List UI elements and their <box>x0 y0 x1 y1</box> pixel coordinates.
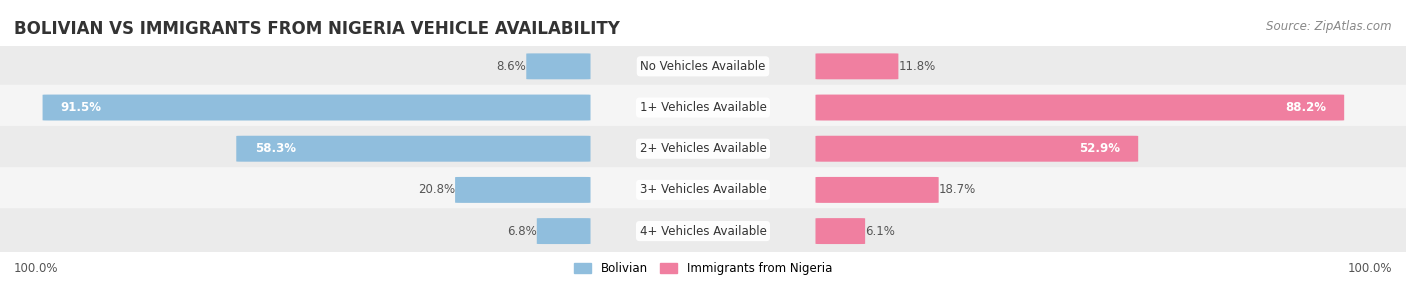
Text: 8.6%: 8.6% <box>496 60 526 73</box>
Text: 58.3%: 58.3% <box>254 142 295 155</box>
FancyBboxPatch shape <box>236 136 591 162</box>
Text: 91.5%: 91.5% <box>60 101 101 114</box>
Text: 100.0%: 100.0% <box>1347 262 1392 275</box>
FancyBboxPatch shape <box>456 177 591 203</box>
FancyBboxPatch shape <box>42 95 591 120</box>
FancyBboxPatch shape <box>815 177 939 203</box>
Text: Source: ZipAtlas.com: Source: ZipAtlas.com <box>1267 20 1392 33</box>
Text: 11.8%: 11.8% <box>898 60 935 73</box>
Text: No Vehicles Available: No Vehicles Available <box>640 60 766 73</box>
Text: 18.7%: 18.7% <box>939 183 976 196</box>
FancyBboxPatch shape <box>815 53 898 79</box>
FancyBboxPatch shape <box>0 126 1406 172</box>
Text: 4+ Vehicles Available: 4+ Vehicles Available <box>640 225 766 238</box>
Text: 52.9%: 52.9% <box>1078 142 1121 155</box>
Text: 6.8%: 6.8% <box>508 225 537 238</box>
FancyBboxPatch shape <box>526 53 591 79</box>
FancyBboxPatch shape <box>815 136 1139 162</box>
FancyBboxPatch shape <box>0 85 1406 130</box>
Text: 1+ Vehicles Available: 1+ Vehicles Available <box>640 101 766 114</box>
FancyBboxPatch shape <box>815 95 1344 120</box>
Text: 6.1%: 6.1% <box>865 225 896 238</box>
Text: 100.0%: 100.0% <box>14 262 59 275</box>
FancyBboxPatch shape <box>815 218 865 244</box>
Text: BOLIVIAN VS IMMIGRANTS FROM NIGERIA VEHICLE AVAILABILITY: BOLIVIAN VS IMMIGRANTS FROM NIGERIA VEHI… <box>14 20 620 38</box>
Text: 3+ Vehicles Available: 3+ Vehicles Available <box>640 183 766 196</box>
FancyBboxPatch shape <box>0 208 1406 254</box>
Legend: Bolivian, Immigrants from Nigeria: Bolivian, Immigrants from Nigeria <box>569 258 837 280</box>
Text: 2+ Vehicles Available: 2+ Vehicles Available <box>640 142 766 155</box>
Text: 88.2%: 88.2% <box>1285 101 1326 114</box>
FancyBboxPatch shape <box>537 218 591 244</box>
Text: 20.8%: 20.8% <box>418 183 456 196</box>
FancyBboxPatch shape <box>0 167 1406 213</box>
FancyBboxPatch shape <box>0 43 1406 89</box>
